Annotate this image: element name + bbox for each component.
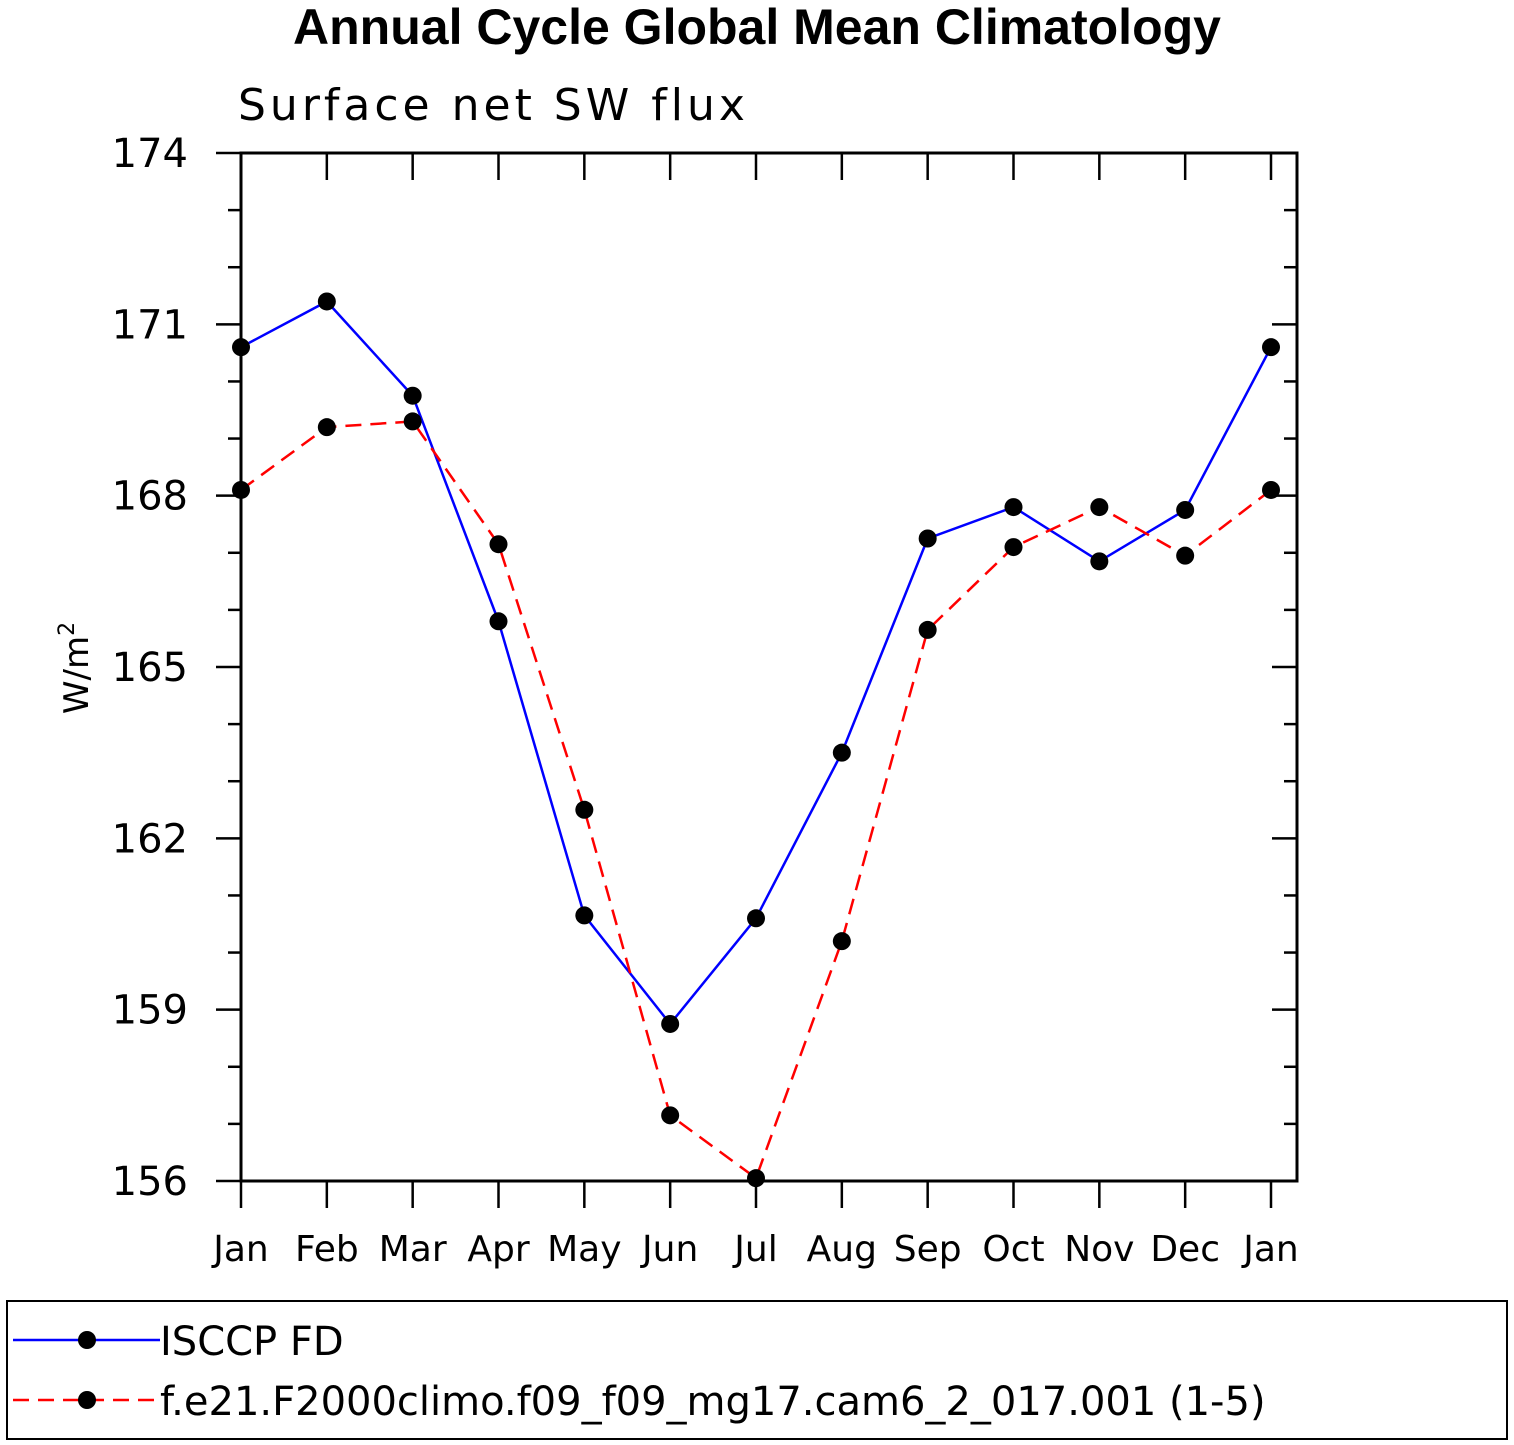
x-tick-label: Mar bbox=[379, 1229, 447, 1270]
series-1-point bbox=[832, 743, 851, 762]
y-tick-label: 156 bbox=[112, 1159, 188, 1205]
series-1-point bbox=[232, 338, 250, 357]
legend-box bbox=[6, 1300, 1508, 1440]
series-1-point bbox=[1004, 498, 1023, 517]
y-tick-label: 174 bbox=[112, 131, 188, 177]
x-tick-label: Dec bbox=[1150, 1229, 1220, 1270]
chart-subtitle: Surface net SW flux bbox=[238, 80, 749, 131]
y-tick-label: 168 bbox=[112, 474, 188, 520]
series-1-point bbox=[317, 292, 336, 311]
legend-marker-1 bbox=[78, 1331, 96, 1349]
x-tick-label: Aug bbox=[807, 1229, 877, 1270]
x-tick-label: Jun bbox=[640, 1229, 698, 1270]
y-axis-label-superscript: 2 bbox=[55, 622, 80, 636]
series-1-point bbox=[661, 1014, 680, 1033]
series-2-point bbox=[1262, 480, 1280, 499]
x-tick-label: Apr bbox=[467, 1229, 529, 1270]
series-2-point bbox=[661, 1106, 680, 1125]
x-tick-label: Jul bbox=[732, 1229, 777, 1270]
x-tick-label: Jan bbox=[211, 1229, 269, 1270]
series-2-point bbox=[1004, 538, 1023, 557]
y-tick-label: 171 bbox=[112, 302, 188, 348]
y-tick-label: 165 bbox=[112, 645, 188, 691]
legend-label-2: f.e21.F2000climo.f09_f09_mg17.cam6_2_017… bbox=[160, 1379, 1266, 1425]
series-1-point bbox=[1176, 500, 1195, 519]
plot-frame bbox=[239, 151, 1299, 1183]
series-2-point bbox=[918, 620, 937, 639]
x-tick-label: Feb bbox=[295, 1229, 359, 1270]
series-2-point bbox=[747, 1169, 765, 1188]
series-2-point bbox=[489, 535, 508, 554]
legend-marker-2 bbox=[78, 1391, 96, 1409]
legend-label-1: ISCCP FD bbox=[160, 1319, 344, 1365]
series-2-point bbox=[1176, 546, 1195, 565]
series-1-point bbox=[489, 612, 508, 631]
plot-area: 156 159 162 165 168 171 174 Jan Feb Mar Apr May Jun J… bbox=[112, 131, 1299, 1270]
series-1-point bbox=[403, 386, 422, 405]
series-line-2 bbox=[240, 420, 1272, 1181]
series-1-point bbox=[1262, 338, 1280, 357]
x-tick-label: Jan bbox=[1241, 1229, 1299, 1270]
legend: ISCCP FD f.e21.F2000climo.f09_f09_mg17.ca… bbox=[6, 1300, 1508, 1440]
series-2-point bbox=[232, 480, 250, 499]
series-2-point bbox=[575, 800, 594, 819]
series-1-point bbox=[918, 529, 937, 548]
y-axis-label: W/m2 bbox=[55, 622, 97, 714]
chart-title: Annual Cycle Global Mean Climatology bbox=[293, 0, 1221, 55]
series-1-point bbox=[575, 906, 594, 925]
x-tick-label: Oct bbox=[982, 1229, 1044, 1270]
x-tick-label: May bbox=[547, 1229, 621, 1270]
y-axis-label-text: W/m bbox=[57, 636, 97, 714]
series-2-point bbox=[1090, 498, 1109, 517]
series-1-point bbox=[1090, 552, 1109, 571]
y-tick-label: 159 bbox=[112, 988, 188, 1034]
series-2-point bbox=[403, 412, 422, 431]
y-tick-label: 162 bbox=[112, 816, 188, 862]
series-2-point bbox=[832, 932, 851, 951]
series-1-point bbox=[747, 909, 765, 928]
x-tick-label: Sep bbox=[894, 1229, 962, 1270]
x-tick-label: Nov bbox=[1064, 1229, 1134, 1270]
series-2-point bbox=[317, 418, 336, 437]
